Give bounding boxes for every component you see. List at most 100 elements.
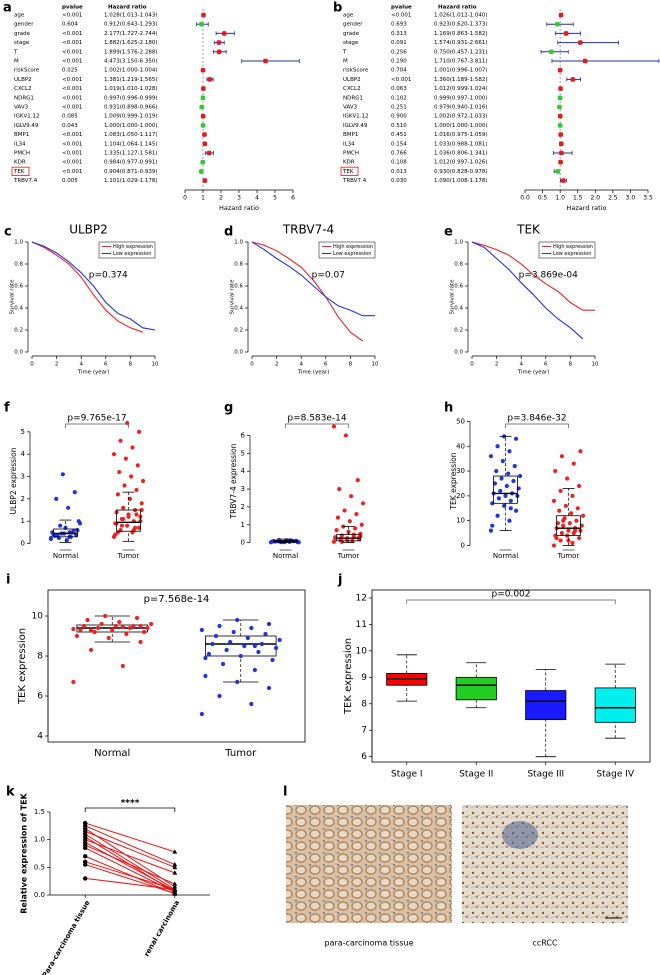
hazard-ratio-marker xyxy=(216,40,222,45)
hazard-ratio-label: 0.997(0.996-0.999) xyxy=(104,95,158,101)
data-point xyxy=(206,651,212,657)
legend-label: High expression xyxy=(553,244,593,250)
data-point xyxy=(353,526,358,531)
y-tick-label: 2 xyxy=(241,503,245,511)
interval-caps xyxy=(566,77,581,82)
p-value: p=0.002 xyxy=(491,590,530,600)
hazard-ratio-marker xyxy=(199,104,205,110)
data-point xyxy=(172,870,178,875)
data-point xyxy=(507,449,512,454)
data-point xyxy=(570,540,575,546)
p-value: 0.510 xyxy=(391,123,407,129)
data-point xyxy=(118,438,123,443)
box xyxy=(525,690,567,721)
hazard-ratio-marker xyxy=(557,113,563,119)
data-point xyxy=(74,633,80,639)
data-point xyxy=(210,641,215,647)
y-tick-label: 1.0 xyxy=(34,836,45,844)
hazard-ratio-label: 1.002(1.000-1.004) xyxy=(104,68,158,74)
data-point xyxy=(121,505,126,510)
hazard-ratio-marker xyxy=(263,58,268,64)
x-tick-label: renal carcinoma xyxy=(143,899,182,958)
p-value: 0.704 xyxy=(391,68,407,74)
row-label: M xyxy=(14,59,19,65)
data-point xyxy=(71,529,76,534)
row-label: M xyxy=(343,59,348,65)
data-point xyxy=(273,645,279,651)
interval-caps xyxy=(206,77,214,82)
p-value: 0.900 xyxy=(391,114,407,120)
data-point xyxy=(575,506,580,511)
data-point xyxy=(339,539,344,544)
column-header: pvalue xyxy=(391,5,412,11)
x-tick-label: 2.0 xyxy=(591,195,601,202)
p-value: p=7.568e-14 xyxy=(144,594,210,605)
x-tick-label: 3.5 xyxy=(643,195,653,202)
x-tick-label: 5 xyxy=(273,195,277,202)
column-header: Hazard ratio xyxy=(438,5,477,11)
pair-line xyxy=(85,861,175,890)
hazard-ratio-label: 1.012(0.997-1.026) xyxy=(434,160,488,166)
data-point xyxy=(573,528,578,533)
p-value: p=0.07 xyxy=(312,271,345,281)
tissue-feature xyxy=(502,821,538,849)
row-label: CXCL2 xyxy=(343,86,361,92)
data-point xyxy=(96,625,101,631)
x-tick-label: 1 xyxy=(201,195,205,202)
interval-caps xyxy=(551,59,660,63)
data-point xyxy=(217,623,222,629)
hazard-ratio-label: 1.016(0.975-1.059) xyxy=(434,132,488,138)
panel-label: j xyxy=(337,573,342,588)
hazard-ratio-marker xyxy=(202,178,208,183)
y-tick-label: 9 xyxy=(361,673,367,683)
y-tick-label: 10 xyxy=(456,517,465,525)
legend-label: High expression xyxy=(113,244,153,250)
row-label: ULBP2 xyxy=(14,77,32,83)
hazard-ratio-marker xyxy=(582,58,588,64)
x-tick-label: 10 xyxy=(592,362,599,368)
y-tick-label: 2 xyxy=(21,495,25,503)
y-tick-label: 1 xyxy=(241,521,245,529)
y-tick-label: 3 xyxy=(21,473,25,481)
legend-label: High expression xyxy=(333,244,373,250)
row-label: PMCH xyxy=(14,151,30,157)
y-tick-label: 10 xyxy=(356,646,368,656)
row-label: TEK xyxy=(342,169,354,175)
data-point xyxy=(110,627,115,633)
hazard-ratio-label: 1.090(1.008-1.178) xyxy=(434,178,488,184)
data-point xyxy=(343,433,348,438)
data-point xyxy=(355,478,360,483)
y-tick-label: 8 xyxy=(361,699,367,709)
data-point xyxy=(335,515,341,520)
row-label: VAV3 xyxy=(343,105,358,111)
p-value: <0.001 xyxy=(62,105,82,111)
data-point xyxy=(507,518,512,523)
x-tick-label: 6 xyxy=(291,195,295,202)
data-point xyxy=(72,490,77,495)
data-point xyxy=(172,884,178,889)
interval-caps xyxy=(546,22,574,27)
y-tick-label: 1.0 xyxy=(234,240,243,246)
x-tick-label: 2 xyxy=(219,195,223,202)
row-label: BMP1 xyxy=(14,132,29,138)
panel-label: k xyxy=(6,785,15,800)
x-tick-label: Stage II xyxy=(459,770,493,780)
row-label: age xyxy=(14,13,25,19)
x-tick-label: Para-carcinoma tissue xyxy=(41,899,92,975)
x-tick-label: 0 xyxy=(470,362,474,368)
box xyxy=(205,635,277,657)
y-tick-label: 12 xyxy=(356,593,367,603)
data-point xyxy=(83,862,88,867)
column-header: pvalue xyxy=(62,5,83,11)
x-tick-label: 0.0 xyxy=(520,195,530,202)
x-tick-label: Normal xyxy=(53,552,78,560)
hazard-ratio-label: 1.574(0.931-2.661) xyxy=(434,40,488,46)
panel-label: i xyxy=(6,573,10,588)
data-point xyxy=(58,523,63,528)
y-tick-label: 4 xyxy=(37,732,43,742)
hazard-ratio-label: 0.979(0.940-1.016) xyxy=(434,105,488,111)
data-point xyxy=(217,693,222,699)
y-axis-label: Relative expression of TEK xyxy=(20,792,29,913)
data-point xyxy=(513,436,519,441)
p-value: <0.001 xyxy=(391,13,411,19)
